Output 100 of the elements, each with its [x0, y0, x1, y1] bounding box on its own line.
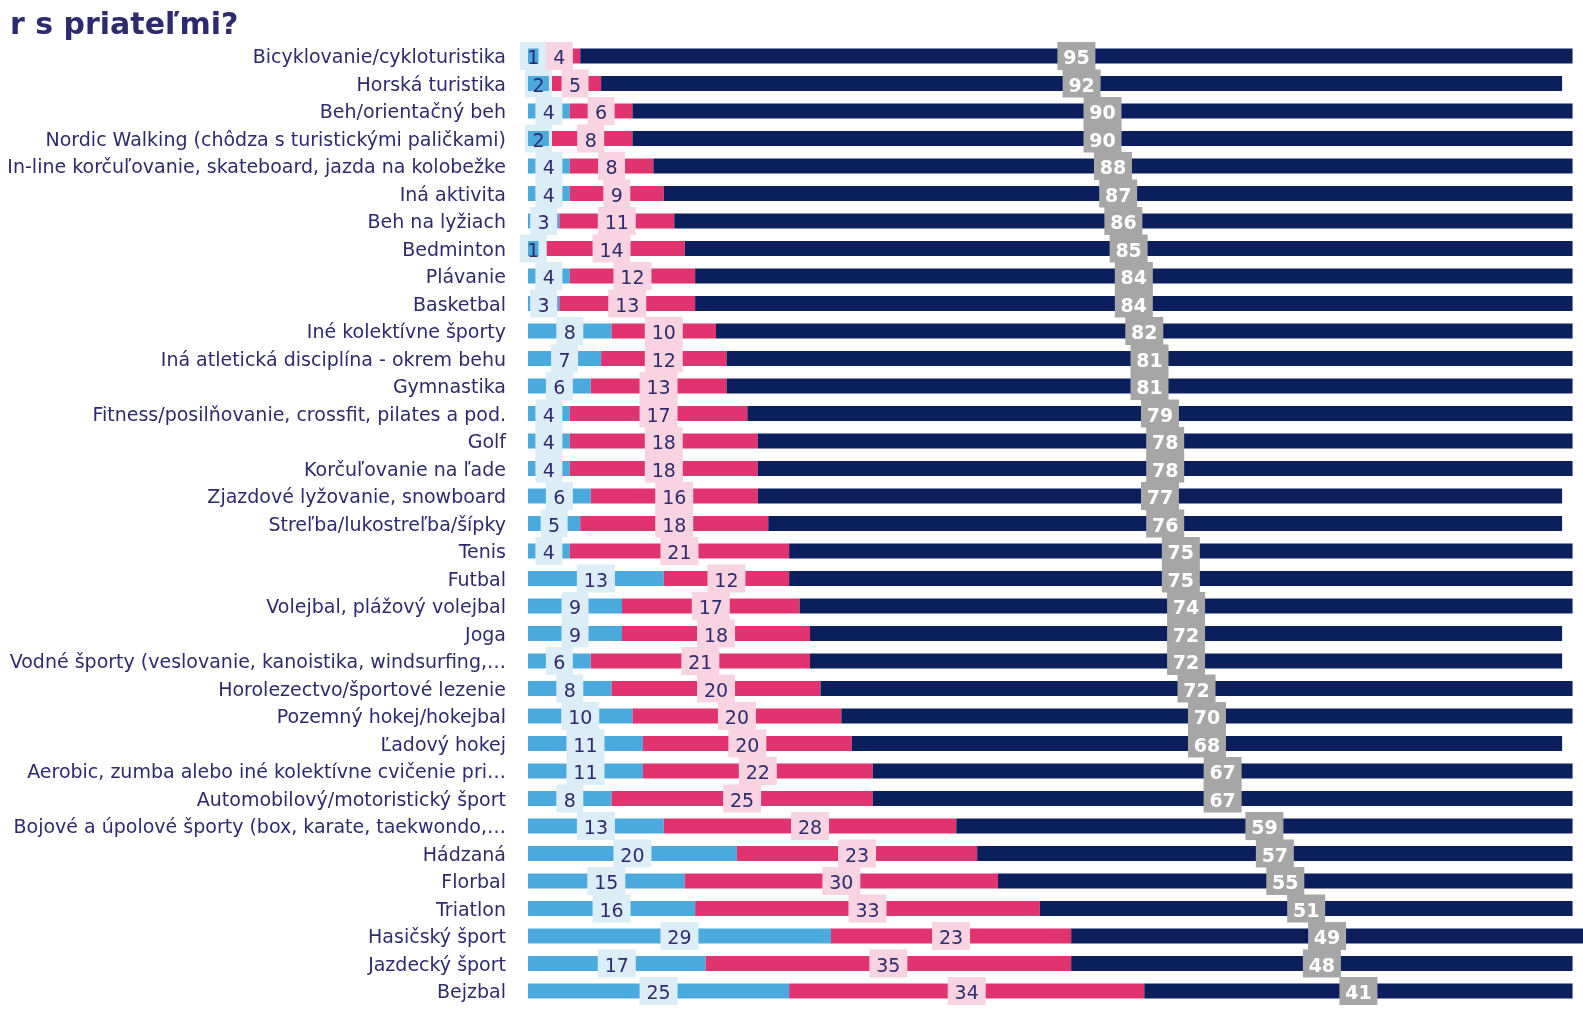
data-label: 4	[542, 431, 555, 453]
data-label: 85	[1115, 238, 1142, 261]
data-label: 48	[1308, 953, 1336, 976]
data-label: 87	[1104, 183, 1132, 206]
data-label: 84	[1120, 293, 1148, 316]
data-label: 17	[604, 953, 629, 976]
data-label: 6	[553, 486, 566, 508]
data-label: 41	[1345, 981, 1372, 1003]
data-label: 12	[651, 348, 676, 371]
data-label: 9	[610, 183, 623, 206]
data-label: 81	[1136, 348, 1163, 371]
y-tick-label: Pozemný hokej/hokejbal	[276, 705, 506, 727]
data-label: 59	[1251, 816, 1278, 838]
data-label: 33	[855, 898, 880, 921]
data-label: 57	[1261, 843, 1289, 866]
data-label: 13	[583, 816, 608, 838]
y-tick-label: Streľba/lukostreľba/šípky	[268, 512, 506, 535]
y-tick-label: Horská turistika	[356, 72, 506, 95]
data-label: 9	[568, 623, 582, 646]
data-label: 2	[532, 128, 545, 151]
text: r s priateľmi?	[10, 6, 239, 41]
data-label: 49	[1313, 926, 1341, 948]
data-label: 84	[1120, 266, 1148, 288]
data-label: 75	[1167, 541, 1195, 563]
data-label: 68	[1193, 733, 1221, 756]
data-label: 3	[537, 211, 550, 233]
data-label: 90	[1089, 128, 1116, 151]
y-tick-label: Bicyklovanie/cykloturistika	[252, 45, 506, 67]
data-label: 72	[1172, 651, 1200, 673]
y-tick-label: Zjazdové lyžovanie, snowboard	[207, 485, 506, 507]
data-label: 20	[703, 678, 729, 701]
y-tick-label: Basketbal	[412, 292, 506, 315]
data-label: 18	[651, 458, 676, 481]
data-label: 4	[542, 183, 555, 206]
data-label: 14	[599, 238, 624, 261]
y-tick-label: Florbal	[441, 870, 506, 892]
data-label: 92	[1068, 73, 1095, 96]
data-label: 4	[542, 101, 555, 123]
data-label: 81	[1136, 376, 1163, 398]
data-label: 8	[563, 788, 576, 811]
data-label: 34	[954, 981, 979, 1003]
data-label: 8	[584, 128, 597, 151]
data-label: 5	[568, 73, 582, 96]
y-tick-label: Iné kolektívne športy	[306, 320, 506, 342]
data-label: 77	[1146, 486, 1174, 508]
data-label: 82	[1131, 321, 1158, 343]
data-label: 67	[1209, 788, 1236, 811]
data-label: 28	[797, 816, 823, 838]
y-tick-label: Bedminton	[402, 237, 506, 260]
data-label: 86	[1110, 211, 1137, 233]
data-label: 75	[1167, 568, 1195, 591]
data-label: 3	[537, 293, 550, 316]
data-label: 78	[1151, 431, 1179, 453]
data-label: 6	[595, 101, 608, 123]
data-label: 13	[615, 293, 640, 316]
y-tick-label: Futbal	[447, 567, 506, 590]
data-label: 20	[735, 733, 760, 756]
data-label: 16	[599, 898, 624, 921]
data-label: 4	[542, 403, 555, 426]
data-label: 10	[651, 321, 676, 343]
data-label: 67	[1209, 761, 1236, 783]
data-label: 7	[558, 348, 571, 371]
y-tick-label: Nordic Walking (chôdza s turistickými paličkami)	[45, 127, 506, 150]
y-tick-label: Bejzbal	[437, 980, 506, 1002]
y-tick-label: Triatlon	[435, 897, 506, 920]
y-tick-label: Korčuľovanie na ľade	[304, 457, 506, 480]
data-label: 90	[1089, 101, 1116, 123]
data-label: 25	[730, 788, 755, 811]
y-tick-label: Plávanie	[425, 265, 506, 287]
data-label: 6	[553, 651, 566, 673]
y-tick-label: Horolezectvo/športové lezenie	[218, 677, 506, 700]
y-tick-label: Gymnastika	[392, 375, 506, 397]
data-label: 51	[1292, 898, 1320, 921]
data-label: 4	[542, 541, 555, 563]
y-tick-label: Joga	[464, 622, 506, 645]
data-label: 8	[563, 321, 576, 343]
data-label: 8	[605, 156, 618, 178]
data-label: 70	[1193, 706, 1221, 728]
data-label: 13	[646, 376, 671, 398]
data-label: 17	[698, 596, 723, 618]
data-label: 4	[542, 458, 555, 481]
y-tick-label: Automobilový/motoristický šport	[196, 787, 506, 810]
y-tick-label: Iná atletická disciplína - okrem behu	[160, 347, 506, 370]
data-label: 21	[688, 651, 713, 673]
data-label: 17	[646, 403, 671, 426]
y-tick-label: Fitness/posilňovanie, crossfit, pilates a pod.	[92, 402, 506, 425]
data-label: 9	[568, 596, 582, 618]
data-label: 72	[1183, 678, 1210, 701]
data-label: 23	[938, 926, 964, 948]
data-label: 1	[527, 238, 540, 261]
data-label: 18	[662, 513, 687, 536]
data-label: 5	[548, 513, 561, 536]
data-label: 22	[745, 761, 770, 783]
y-tick-label: Golf	[467, 430, 508, 452]
data-label: 25	[646, 981, 671, 1003]
data-label: 29	[667, 926, 692, 948]
data-label: 4	[553, 46, 566, 68]
data-label: 1	[527, 46, 540, 68]
data-label: 20	[724, 706, 749, 728]
data-label: 12	[620, 266, 645, 288]
